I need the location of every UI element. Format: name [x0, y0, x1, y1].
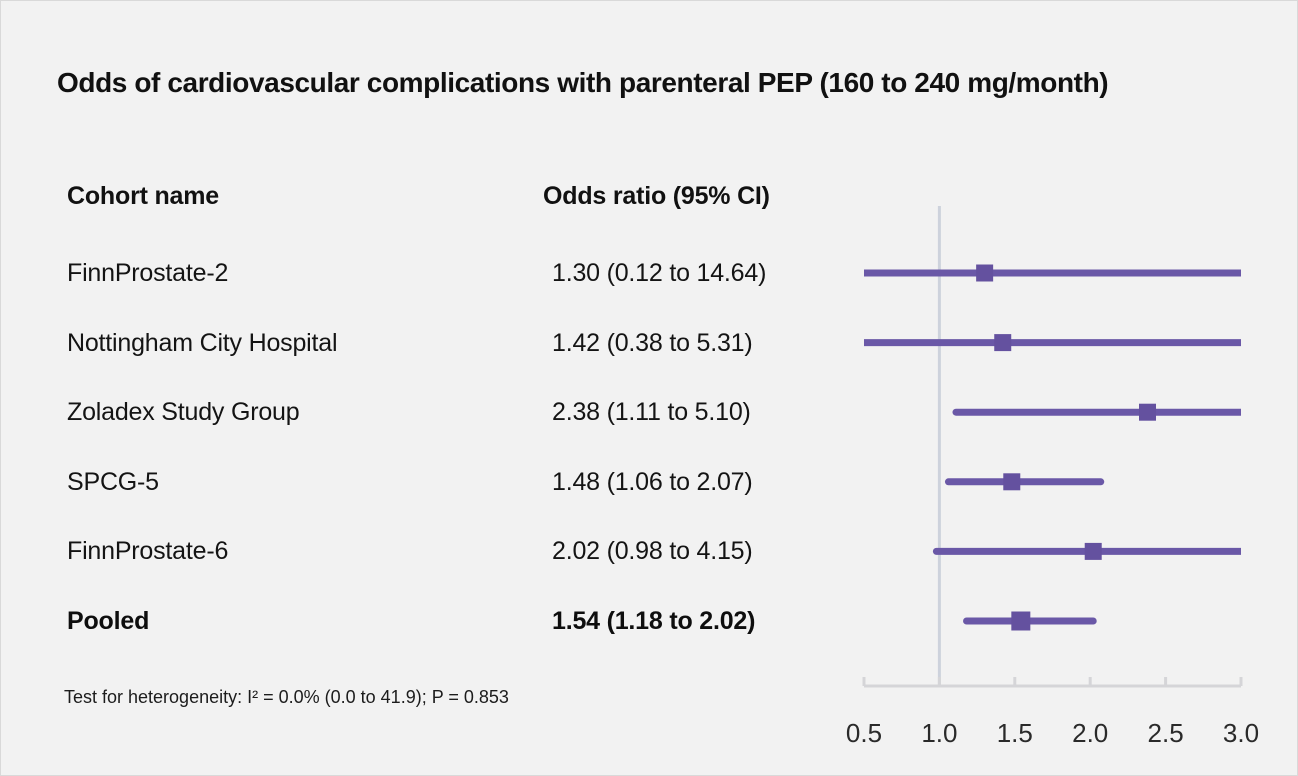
odds-ratio-value: 1.54 (1.18 to 2.02) [552, 607, 756, 635]
chart-title: Odds of cardiovascular complications wit… [57, 67, 1109, 98]
cohort-name: Pooled [67, 607, 150, 635]
cohort-name: SPCG-5 [67, 467, 159, 496]
odds-ratio-value: 1.42 (0.38 to 5.31) [552, 328, 753, 357]
or-marker [1003, 473, 1021, 491]
axis-tick-label: 2.0 [1072, 718, 1108, 748]
or-marker [1011, 611, 1031, 631]
odds-ratio-column-header: Odds ratio (95% CI) [543, 182, 770, 210]
odds-ratio-value: 2.38 (1.11 to 5.10) [552, 398, 751, 427]
odds-ratio-value: 1.48 (1.06 to 2.07) [552, 467, 753, 496]
axis-tick-label: 1.0 [921, 718, 957, 748]
x-axis [862, 677, 1243, 688]
cohort-name: FinnProstate-6 [67, 537, 229, 566]
cohort-column-header: Cohort name [67, 182, 219, 210]
axis-tick-label: 2.5 [1148, 718, 1184, 748]
odds-ratio-value: 2.02 (0.98 to 4.15) [552, 537, 753, 566]
or-marker [976, 264, 994, 282]
cohort-name: FinnProstate-2 [67, 259, 229, 287]
odds-ratio-value: 1.30 (0.12 to 14.64) [552, 259, 767, 287]
cohort-name: Nottingham City Hospital [67, 328, 338, 357]
axis-tick-label: 0.5 [846, 718, 882, 748]
axis-tick-label: 3.0 [1223, 718, 1259, 748]
or-marker [1139, 403, 1157, 421]
axis-tick-label: 1.5 [997, 718, 1033, 748]
or-marker [994, 334, 1012, 352]
cohort-name: Zoladex Study Group [67, 398, 300, 427]
or-marker [1084, 542, 1102, 560]
heterogeneity-footnote: Test for heterogeneity: I² = 0.0% (0.0 t… [64, 687, 509, 707]
